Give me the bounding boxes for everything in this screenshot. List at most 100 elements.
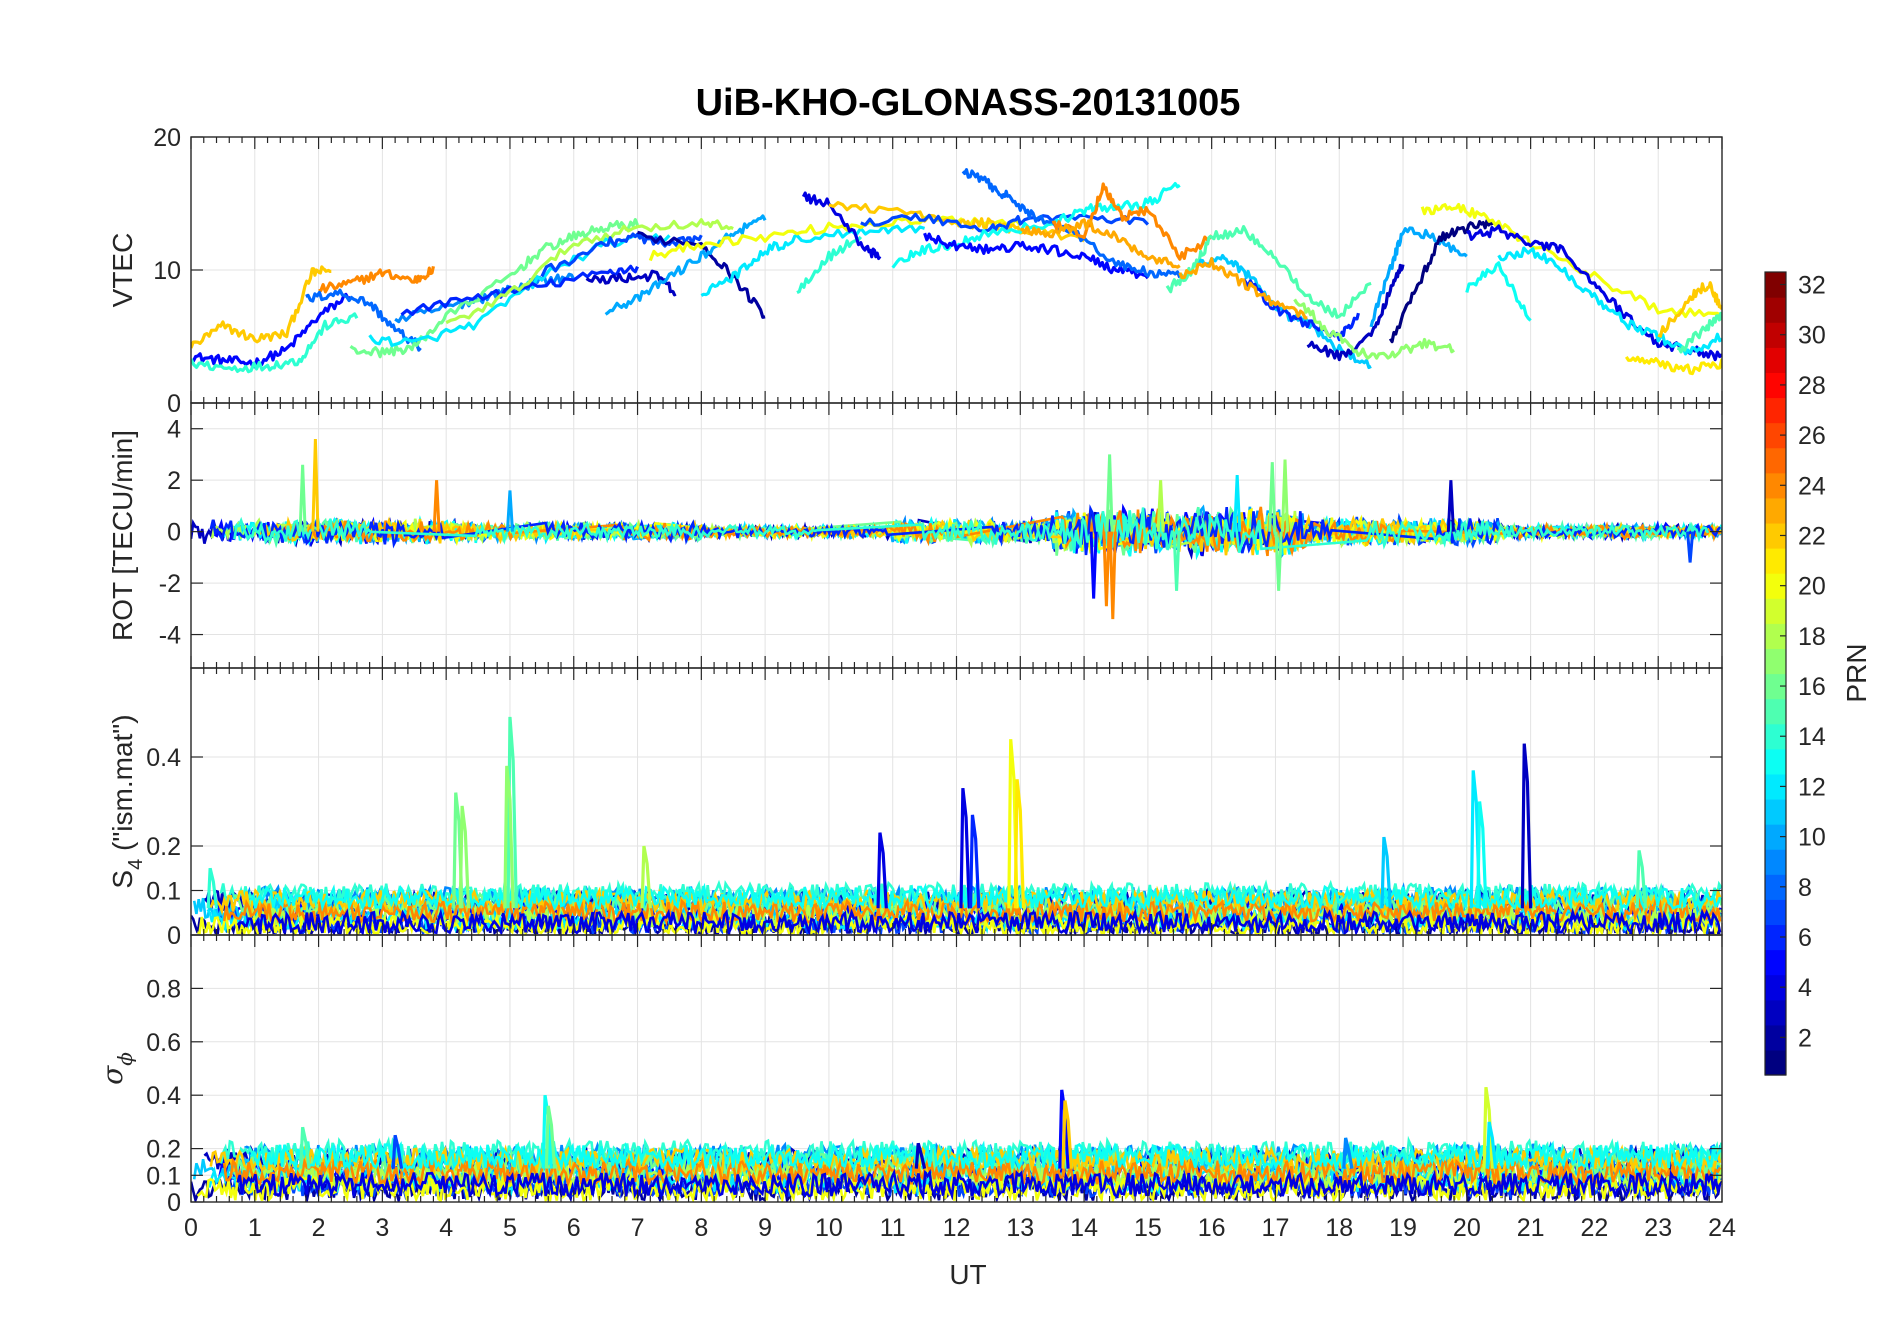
colorbar-swatch-prn-19 [1765,598,1786,624]
x-ticks-vtec [190,137,1723,403]
s4-spike [1013,779,1026,909]
vtec-track-prn-16 [349,218,639,359]
y-tick-label-s4: 0.2 [146,833,181,861]
vtec-track-prn-3 [1306,263,1405,362]
x-tick-label: 2 [312,1214,326,1242]
x-tick-label: 10 [815,1214,843,1242]
panel-s4: 00.10.20.4S4 ("ism.mat") [107,667,1723,950]
x-axis-label: UT [949,1259,986,1290]
vtec-track-prn-5 [191,292,352,369]
rot-spike [1108,531,1117,620]
colorbar-swatch-prn-4 [1765,974,1786,1001]
s4-series-prn-13 [249,882,1722,913]
colorbar-swatch-prn-2 [1765,1024,1786,1051]
x-tick-label: 3 [375,1214,389,1242]
rot-spike [1105,454,1114,532]
vtec-track-prn-12 [700,223,926,297]
x-tick-label: 16 [1198,1214,1226,1242]
vtec-track-prn-14 [191,312,359,374]
colorbar-swatch-prn-18 [1765,623,1786,650]
colorbar-swatch-prn-24 [1765,472,1786,499]
y-tick-label-rot: -2 [159,570,181,598]
colorbar-swatch-prn-3 [1765,999,1786,1026]
vtec-track-prn-3 [585,269,677,297]
y-tick-label-rot: 4 [167,416,181,444]
colorbar-swatch-prn-14 [1765,723,1786,750]
y-tick-label-vtec: 10 [153,257,181,285]
x-tick-label: 8 [694,1214,708,1242]
colorbar-label: PRN [1841,643,1872,702]
s4-spike [1476,801,1488,909]
y-tick-label-sigma: 0.2 [146,1136,181,1164]
colorbar-swatch-prn-25 [1765,447,1786,474]
vtec-track-prn-23 [1019,218,1181,269]
colorbar-tick-label: 22 [1798,522,1826,550]
x-tick-label: 19 [1389,1214,1417,1242]
y-label-subscript: ϕ [113,1052,137,1066]
vtec-track-prn-22 [1657,281,1722,338]
rot-spike [1268,462,1277,532]
vtec-track-prn-12 [1497,246,1722,356]
x-tick-label: 6 [567,1214,581,1242]
colorbar-swatch-prn-10 [1765,824,1786,850]
y-tick-label-rot: -4 [159,622,181,650]
colorbar-tick-label: 16 [1798,673,1826,701]
vtec-track-prn-21 [1624,355,1722,376]
y-label-main: S [107,870,138,889]
colorbar-swatch-prn-31 [1765,297,1786,323]
sigma-spike [299,1126,311,1169]
colorbar-swatch-prn-21 [1765,548,1786,574]
sigma-series-prn-24 [222,1156,1722,1190]
colorbar-tick-label: 32 [1798,272,1826,300]
colorbar-swatch-prn-6 [1765,924,1786,951]
panel-vtec: 0 10 20 VTEC [107,124,1723,418]
vtec-track-prn-15 [1165,225,1372,319]
y-axis-label-sigma: σϕ [96,1052,137,1085]
y-ticks-vtec: 0 10 20 [153,124,1722,418]
vtec-track-prn-17 [1293,298,1455,360]
y-tick-label-sigma: 0.1 [146,1162,181,1190]
y-tick-label-s4: 0.4 [146,744,181,772]
y-tick-label-sigma: 0.6 [146,1029,181,1057]
colorbar-swatch-prn-15 [1765,698,1786,725]
x-tick-label: 23 [1644,1214,1672,1242]
colorbar-swatch-prn-17 [1765,648,1786,675]
s4-spike [206,867,219,909]
y-ticks-rot: -4 -2 0 2 4 [159,416,1722,650]
x-ticks-sigma [190,935,1723,1202]
vtec-track-prn-7 [540,232,703,278]
sigma-spike [914,1142,927,1169]
x-tick-label: 17 [1262,1214,1290,1242]
vtec-track-prn-13 [1465,261,1532,322]
x-tick-label: 5 [503,1214,517,1242]
vtec-track-prn-18 [445,218,734,325]
rot-spike [311,438,320,532]
rot-spike [1686,531,1695,563]
y-tick-label-vtec: 20 [153,124,181,152]
s4-spike [503,765,515,909]
x-tick-label: 18 [1325,1214,1353,1242]
y-tick-label-rot: 2 [167,467,181,495]
rot-spike [505,490,515,532]
vtec-track-prn-11 [1197,253,1372,370]
x-tick-label: 13 [1006,1214,1034,1242]
y-label-main: ROT [TECU/min] [107,430,138,641]
vtec-track-prn-10 [1369,226,1468,328]
s4-spike [959,787,971,909]
colorbar-tick-label: 8 [1798,874,1812,902]
rot-spike [1233,474,1242,532]
x-tick-label: 21 [1517,1214,1545,1242]
figure-title: UiB-KHO-GLONASS-20131005 [696,82,1241,124]
colorbar-swatch-prn-7 [1765,899,1786,926]
s4-spike [1520,743,1533,909]
plot-area-vtec [191,168,1722,376]
vtec-track-prn-14 [796,235,863,295]
plot-area-s4 [191,716,1722,935]
x-tick-labels: 0 1 2 3 4 5 6 7 8 9 10 11 12 13 14 15 16 17 18 19 20 21 22 23 24 [184,1214,1736,1242]
x-tick-label: 24 [1708,1214,1736,1242]
colorbar-swatch-prn-9 [1765,849,1786,875]
colorbar-swatch-prn-26 [1765,422,1786,449]
